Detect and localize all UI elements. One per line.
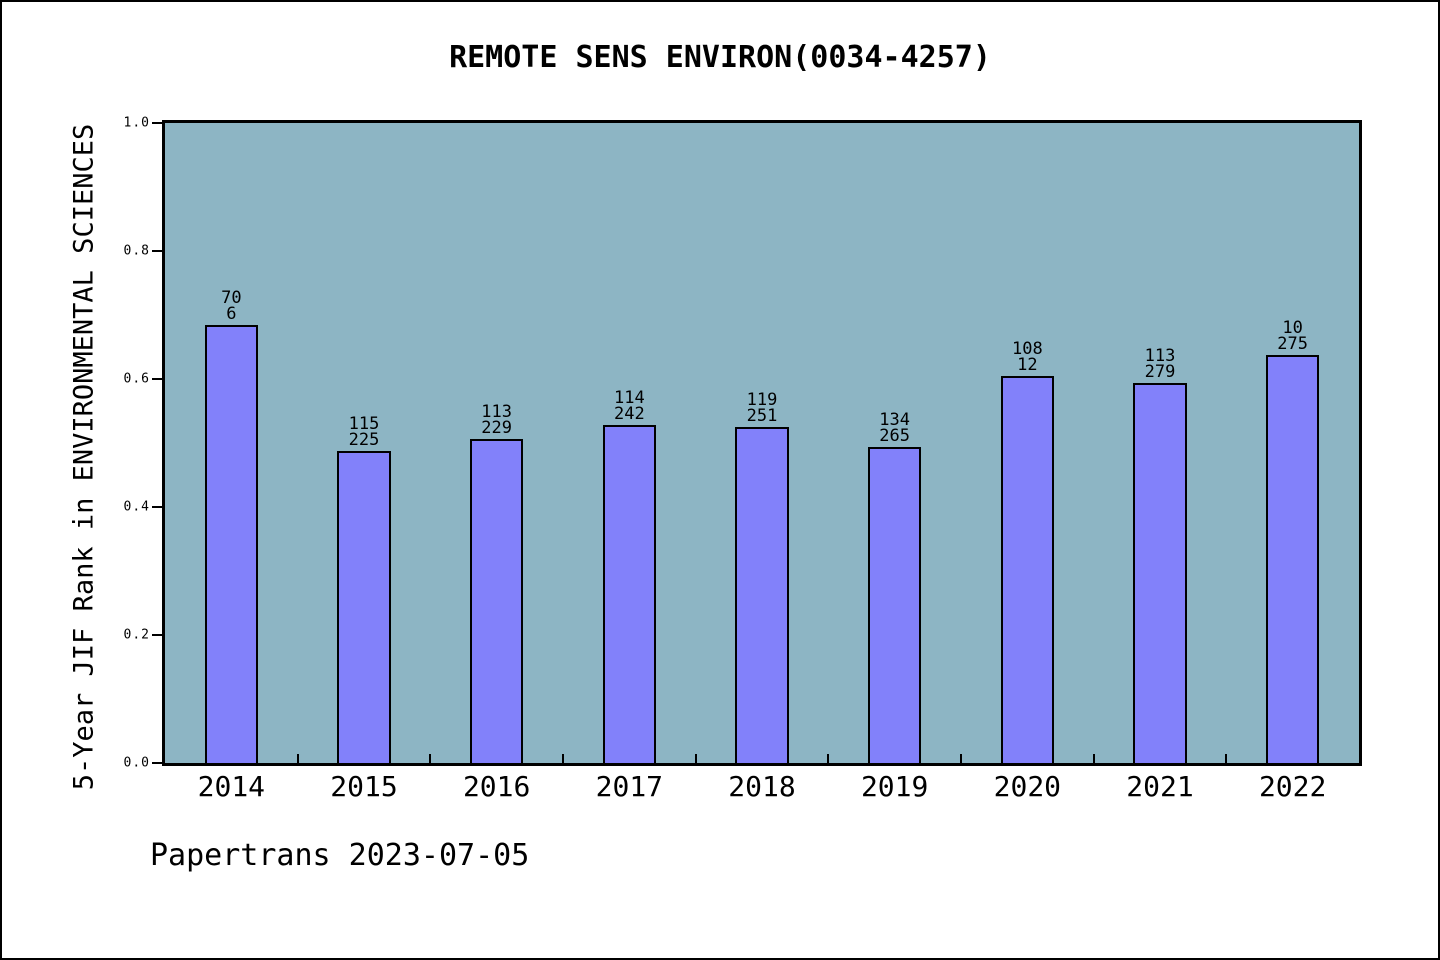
y-tick-label-0.0: 0.0 [123,755,150,771]
y-axis-label: 5-Year JIF Rank in ENVIRONMENTAL SCIENCE… [68,123,100,791]
x-boundary-tick [827,754,830,763]
bar-2021 [1133,383,1187,763]
bar-value-label-2022: 10 275 [1277,318,1309,354]
bar-2017 [602,425,656,763]
bar-value-label-2014: 70 6 [221,288,242,324]
bar-2014 [204,325,258,763]
y-tick-label-0.6: 0.6 [123,371,150,387]
bar-2020 [1000,376,1054,763]
x-tick-label-2020: 2020 [993,770,1062,803]
x-boundary-tick [562,754,564,763]
x-tick-label-2014: 2014 [197,770,266,803]
bar-2022 [1266,355,1320,763]
bar-2015 [337,451,391,763]
bar-2016 [470,439,524,763]
bar-2018 [735,427,789,763]
y-tick-label-1.0: 1.0 [123,115,150,131]
y-tick-label-0.2: 0.2 [123,627,150,643]
bar-value-label-2015: 115 225 [348,414,380,450]
y-tick-label-0.8: 0.8 [123,243,150,259]
x-boundary-tick [960,754,962,763]
bar-2019 [868,447,922,763]
x-tick-label-2022: 2022 [1258,770,1327,803]
x-tick-label-2019: 2019 [860,770,929,803]
y-tick-mark-0.2 [152,634,162,636]
y-tick-mark-0.0 [152,762,162,764]
y-tick-mark-1.0 [152,122,162,124]
bar-value-label-2019: 134 265 [879,410,911,446]
bar-value-label-2021: 113 279 [1144,346,1176,382]
x-tick-label-2015: 2015 [330,770,398,803]
x-boundary-tick [694,754,697,763]
x-boundary-tick [429,754,432,763]
plot-area: 70 6 115 225 113 229 114 242 119 251 134 265 1… [162,120,1362,766]
x-boundary-tick [1092,754,1095,763]
y-tick-mark-0.6 [152,378,162,380]
chart-title: REMOTE SENS ENVIRON(0034-4257) [449,40,991,75]
footer-watermark: Papertrans 2023-07-05 [150,838,530,873]
bar-value-label-2020: 108 12 [1011,339,1043,375]
x-tick-label-2016: 2016 [462,770,531,803]
x-tick-label-2021: 2021 [1126,770,1194,803]
y-tick-mark-0.8 [152,250,162,252]
x-tick-label-2018: 2018 [728,770,796,803]
x-boundary-tick [296,754,299,763]
bar-value-label-2018: 119 251 [746,390,778,426]
y-tick-mark-0.4 [152,506,162,508]
y-tick-label-0.4: 0.4 [123,499,150,515]
x-tick-label-2017: 2017 [595,770,664,803]
bar-value-label-2016: 113 229 [481,402,513,438]
x-boundary-tick [1225,754,1228,763]
bar-value-label-2017: 114 242 [613,388,645,424]
